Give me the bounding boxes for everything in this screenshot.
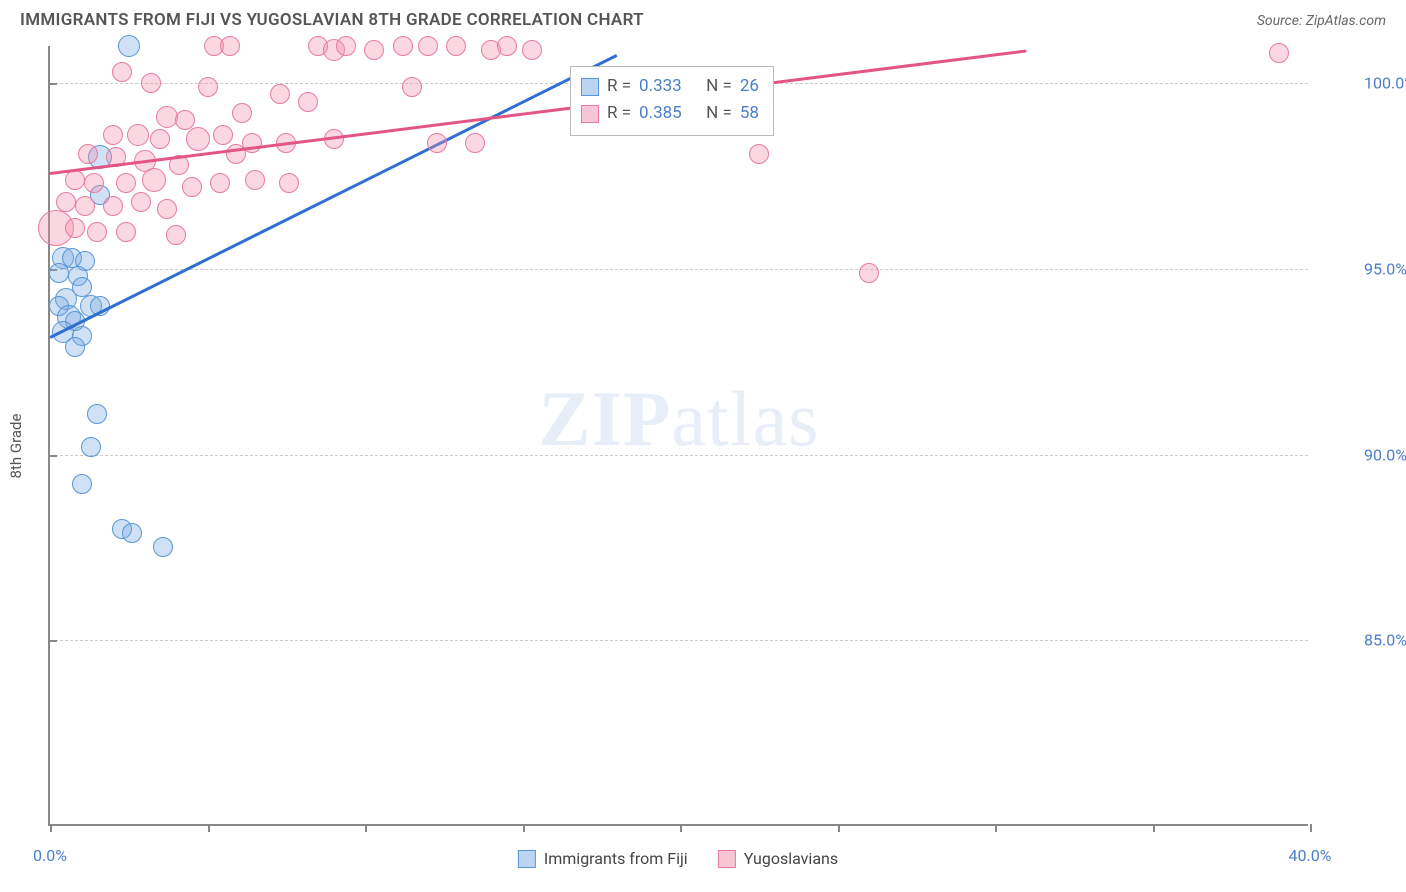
- y-axis-label: 95.0%: [1364, 259, 1406, 278]
- y-axis-label: 100.0%: [1364, 74, 1406, 93]
- data-point-pink: [336, 36, 356, 56]
- data-point-pink: [186, 127, 210, 151]
- legend-swatch-pink: [718, 850, 736, 868]
- chart-area: ZIPatlas 85.0%90.0%95.0%100.0%0.0%40.0%R…: [48, 46, 1308, 826]
- data-point-blue: [118, 35, 140, 57]
- x-axis-label: 40.0%: [1289, 846, 1332, 865]
- data-point-pink: [210, 173, 230, 193]
- data-point-pink: [497, 36, 517, 56]
- data-point-pink: [84, 173, 104, 193]
- plot-area: ZIPatlas 85.0%90.0%95.0%100.0%0.0%40.0%R…: [48, 46, 1308, 826]
- data-point-pink: [112, 62, 132, 82]
- x-tick: [680, 824, 682, 832]
- data-point-blue: [81, 437, 101, 457]
- data-point-pink: [279, 173, 299, 193]
- data-point-pink: [465, 133, 485, 153]
- stats-box: R = 0.333 N = 26R = 0.385 N = 58: [570, 66, 774, 136]
- x-tick: [523, 824, 525, 832]
- data-point-pink: [78, 144, 98, 164]
- data-point-pink: [116, 173, 136, 193]
- data-point-pink: [522, 40, 542, 60]
- data-point-blue: [87, 404, 107, 424]
- data-point-blue: [65, 337, 85, 357]
- data-point-pink: [418, 36, 438, 56]
- stats-row: R = 0.333 N = 26: [581, 73, 759, 100]
- y-axis-label: 85.0%: [1364, 631, 1406, 650]
- data-point-pink: [65, 218, 85, 238]
- data-point-pink: [150, 129, 170, 149]
- watermark: ZIPatlas: [539, 374, 820, 464]
- data-point-pink: [141, 73, 161, 93]
- data-point-pink: [749, 144, 769, 164]
- data-point-blue: [72, 474, 92, 494]
- stats-row: R = 0.385 N = 58: [581, 100, 759, 127]
- data-point-pink: [127, 124, 149, 146]
- data-point-pink: [213, 125, 233, 145]
- y-axis-label: 90.0%: [1364, 445, 1406, 464]
- data-point-blue: [153, 537, 173, 557]
- data-point-pink: [1269, 43, 1289, 63]
- gridline-y: [50, 455, 1308, 456]
- data-point-pink: [87, 222, 107, 242]
- data-point-pink: [232, 103, 252, 123]
- gridline-y: [50, 640, 1308, 641]
- x-tick: [208, 824, 210, 832]
- data-point-blue: [122, 523, 142, 543]
- data-point-pink: [65, 170, 85, 190]
- x-tick: [1310, 824, 1312, 832]
- legend-swatch-pink: [581, 105, 599, 123]
- data-point-pink: [402, 77, 422, 97]
- data-point-pink: [245, 170, 265, 190]
- data-point-pink: [166, 225, 186, 245]
- legend-label: Yugoslavians: [744, 849, 838, 868]
- data-point-pink: [393, 36, 413, 56]
- data-point-pink: [270, 84, 290, 104]
- bottom-legend: Immigrants from Fiji Yugoslavians: [518, 849, 838, 868]
- data-point-pink: [56, 192, 76, 212]
- data-point-pink: [364, 40, 384, 60]
- chart-header: IMMIGRANTS FROM FIJI VS YUGOSLAVIAN 8TH …: [0, 0, 1406, 38]
- data-point-pink: [157, 199, 177, 219]
- data-point-blue: [49, 263, 69, 283]
- x-tick: [838, 824, 840, 832]
- data-point-pink: [198, 77, 218, 97]
- data-point-pink: [103, 125, 123, 145]
- trend-line-pink: [50, 50, 1027, 175]
- gridline-y: [50, 269, 1308, 270]
- data-point-pink: [116, 222, 136, 242]
- data-point-pink: [446, 36, 466, 56]
- data-point-pink: [220, 36, 240, 56]
- legend-label: Immigrants from Fiji: [544, 849, 688, 868]
- data-point-pink: [859, 263, 879, 283]
- data-point-pink: [156, 106, 178, 128]
- data-point-pink: [298, 92, 318, 112]
- legend-item: Yugoslavians: [718, 849, 838, 868]
- data-point-pink: [182, 177, 202, 197]
- chart-source: Source: ZipAtlas.com: [1257, 13, 1386, 29]
- y-axis-title: 8th Grade: [7, 414, 25, 479]
- data-point-pink: [142, 168, 166, 192]
- source-link[interactable]: ZipAtlas.com: [1306, 13, 1386, 29]
- x-tick: [50, 824, 52, 832]
- x-axis-label: 0.0%: [33, 846, 67, 865]
- chart-title: IMMIGRANTS FROM FIJI VS YUGOSLAVIAN 8TH …: [20, 10, 644, 30]
- x-tick: [365, 824, 367, 832]
- legend-swatch-blue: [581, 78, 599, 96]
- data-point-pink: [103, 196, 123, 216]
- x-tick: [1153, 824, 1155, 832]
- x-tick: [995, 824, 997, 832]
- legend-swatch-blue: [518, 850, 536, 868]
- data-point-pink: [427, 133, 447, 153]
- legend-item: Immigrants from Fiji: [518, 849, 688, 868]
- data-point-pink: [75, 196, 95, 216]
- data-point-pink: [131, 192, 151, 212]
